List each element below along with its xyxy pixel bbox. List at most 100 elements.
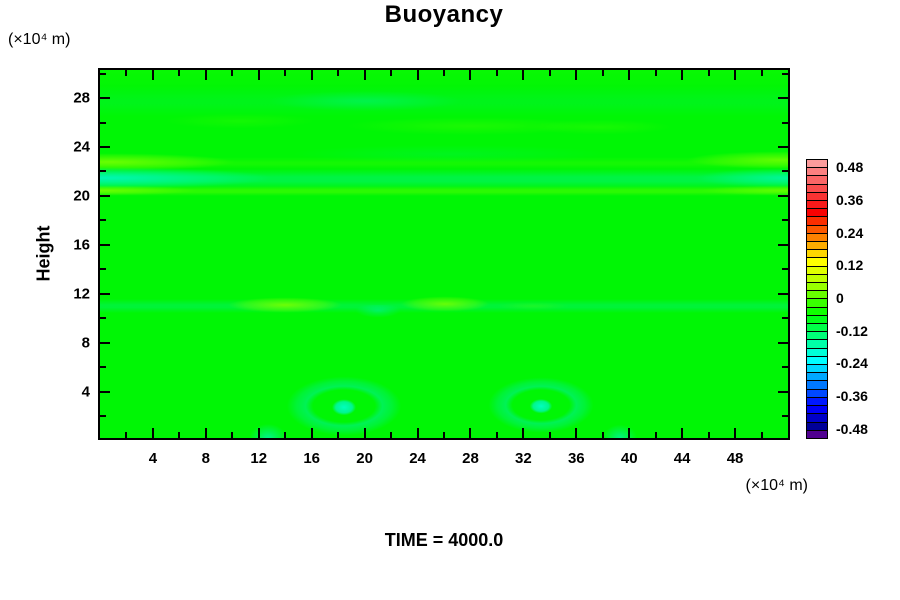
colorbar-segment [807, 429, 827, 438]
time-label: TIME = 4000.0 [384, 530, 504, 550]
y-tick [100, 366, 106, 369]
colorbar-segment [807, 396, 827, 406]
x-tick [231, 70, 234, 76]
colorbar-segment [807, 388, 827, 397]
colorbar-segment [807, 282, 827, 291]
x-tick [469, 428, 472, 438]
mid-band-dip [350, 305, 406, 323]
y-tick [782, 170, 788, 173]
x-tick [204, 70, 207, 80]
positive-band-mid [100, 157, 788, 169]
x-tick [204, 428, 207, 438]
y-tick [100, 268, 106, 271]
thin-positive-line-left [100, 185, 230, 196]
y-tick [778, 97, 788, 100]
x-tick [654, 432, 657, 438]
upper-bright-ellipse-3 [140, 111, 340, 131]
colorbar-segment [807, 273, 827, 283]
colorbar-segment [807, 167, 827, 176]
x-tick-label: 20 [356, 450, 373, 467]
colorbar-tick-label: -0.36 [836, 388, 868, 405]
colorbar-segment [807, 323, 827, 332]
x-tick-label: 36 [567, 450, 585, 467]
y-tick [100, 72, 106, 75]
y-tick [782, 219, 788, 222]
x-tick-label: 24 [409, 450, 426, 467]
x-tick [548, 432, 551, 438]
plot-area [98, 68, 790, 440]
colorbar-segment [807, 232, 827, 242]
x-tick [734, 70, 737, 80]
colorbar-segment [807, 175, 827, 184]
y-tick [782, 72, 788, 75]
y-tick [100, 194, 110, 197]
colorbar-segment [807, 298, 827, 307]
colorbar-segment [807, 364, 827, 373]
y-tick-label: 16 [73, 236, 90, 254]
colorbar-segment [807, 224, 827, 233]
x-tick [257, 70, 260, 80]
x-tick [654, 70, 657, 76]
mid-positive-lens-tail [488, 301, 578, 311]
x-tick [151, 70, 154, 80]
y-tick-label: 12 [73, 285, 90, 303]
y-tick-label: 28 [73, 89, 90, 107]
y-tick [100, 97, 110, 100]
colorbar-segment [807, 413, 827, 422]
colorbar-segment [807, 306, 827, 315]
colorbar-segment [807, 314, 827, 324]
colorbar-segment [807, 347, 827, 356]
y-tick-label: 8 [81, 334, 90, 352]
y-tick [100, 121, 106, 124]
x-tick [628, 428, 631, 438]
x-tick [363, 70, 366, 80]
colorbar-segment [807, 200, 827, 209]
y-tick [778, 194, 788, 197]
colorbar-segment [807, 372, 827, 381]
y-tick [782, 317, 788, 320]
y-tick [100, 390, 110, 393]
colorbar-segment [807, 265, 827, 274]
positive-band-left [100, 152, 290, 172]
x-tick [601, 70, 604, 76]
colorbar-segment [807, 208, 827, 217]
y-tick [782, 121, 788, 124]
x-tick [125, 70, 128, 76]
colorbar-segment [807, 380, 827, 389]
colorbar-segment [807, 331, 827, 340]
upper-teal-patch [230, 87, 500, 115]
y-tick [100, 146, 110, 149]
colorbar-segment [807, 216, 827, 225]
y-tick [778, 146, 788, 149]
x-tick-label: 44 [673, 450, 691, 467]
upper-bright-ellipse-2 [505, 117, 695, 137]
colorbar-segment [807, 160, 827, 168]
x-tick [151, 428, 154, 438]
x-tick [495, 70, 498, 76]
colorbar-segment [807, 241, 827, 250]
x-tick [257, 428, 260, 438]
colorbar-tick-label: 0.12 [836, 257, 864, 274]
y-tick-label: 24 [73, 138, 90, 156]
colorbar-segment [807, 355, 827, 365]
x-axis-unit-label: (×10⁴ m) [745, 477, 808, 494]
x-tick [575, 70, 578, 80]
colorbar-segment [807, 183, 827, 192]
y-tick [778, 292, 788, 295]
chart-title: Buoyancy [384, 1, 504, 28]
x-tick-label: 16 [303, 450, 321, 467]
x-tick [178, 70, 181, 76]
y-axis-unit-label: (×10⁴ m) [8, 31, 71, 48]
y-tick [782, 366, 788, 369]
x-tick [416, 70, 419, 80]
x-tick [681, 428, 684, 438]
colorbar-segment [807, 257, 827, 266]
colorbar-tick-label: 0.48 [836, 159, 864, 176]
colorbar-segment [807, 405, 827, 414]
x-tick [284, 70, 287, 76]
y-tick-label: 20 [73, 187, 90, 205]
x-tick [337, 70, 340, 76]
x-tick [628, 70, 631, 80]
negative-band-right [660, 167, 788, 189]
